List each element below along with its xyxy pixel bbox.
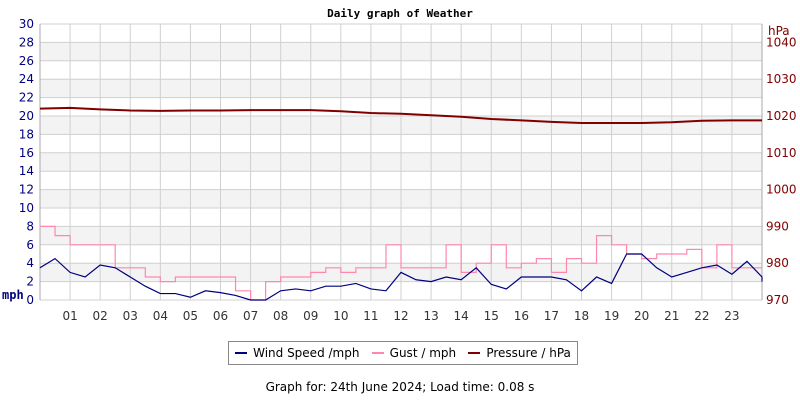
pressure-swatch xyxy=(468,352,481,354)
right-tick-label: 1030 xyxy=(766,72,797,86)
x-tick-label: 16 xyxy=(514,309,529,323)
left-tick-label: 0 xyxy=(26,293,34,307)
left-tick-label: 24 xyxy=(19,72,34,86)
left-tick-label: 6 xyxy=(26,238,34,252)
x-tick-label: 20 xyxy=(634,309,649,323)
x-tick-label: 22 xyxy=(694,309,709,323)
x-tick-label: 07 xyxy=(243,309,258,323)
legend-gust-label: Gust / mph xyxy=(389,346,457,360)
x-tick-label: 04 xyxy=(153,309,168,323)
right-tick-label: 1040 xyxy=(766,35,797,49)
x-tick-label: 13 xyxy=(423,309,438,323)
x-tick-label: 18 xyxy=(574,309,589,323)
right-tick-label: 970 xyxy=(766,293,789,307)
x-tick-label: 08 xyxy=(273,309,288,323)
left-tick-label: 8 xyxy=(26,219,34,233)
wind-swatch xyxy=(235,352,248,354)
legend: Wind Speed /mph Gust / mph Pressure / hP… xyxy=(228,341,578,365)
legend-wind-label: Wind Speed /mph xyxy=(253,346,360,360)
left-tick-label: 2 xyxy=(26,275,34,289)
wind-speed-line xyxy=(39,253,763,301)
legend-gust: Gust / mph xyxy=(371,346,457,360)
right-tick-label: 1020 xyxy=(766,109,797,123)
gust-swatch xyxy=(371,352,384,354)
left-tick-label: 4 xyxy=(26,256,34,270)
x-tick-label: 17 xyxy=(544,309,559,323)
left-tick-label: 12 xyxy=(19,183,34,197)
footer-text: Graph for: 24th June 2024; Load time: 0.… xyxy=(265,380,535,394)
left-tick-label: 30 xyxy=(19,17,34,31)
pressure-line xyxy=(39,106,762,124)
left-tick-label: 20 xyxy=(19,109,34,123)
legend-pressure-label: Pressure / hPa xyxy=(486,346,571,360)
x-tick-label: 10 xyxy=(333,309,348,323)
x-tick-label: 21 xyxy=(664,309,679,323)
left-tick-label: 10 xyxy=(19,201,34,215)
left-axis-label: mph xyxy=(2,288,24,302)
legend-pressure: Pressure / hPa xyxy=(468,346,571,360)
left-tick-label: 28 xyxy=(19,35,34,49)
right-tick-label: 980 xyxy=(766,256,789,270)
legend-wind: Wind Speed /mph xyxy=(235,346,359,360)
x-tick-label: 15 xyxy=(484,309,499,323)
x-tick-label: 01 xyxy=(62,309,77,323)
x-tick-label: 09 xyxy=(303,309,318,323)
x-tick-label: 05 xyxy=(183,309,198,323)
x-tick-label: 06 xyxy=(213,309,228,323)
x-tick-label: 14 xyxy=(454,309,469,323)
right-tick-label: 1000 xyxy=(766,183,797,197)
left-tick-label: 14 xyxy=(19,164,34,178)
right-axis-label: hPa xyxy=(768,24,790,38)
weather-chart: Daily graph of Weather 02468101214161820… xyxy=(2,7,797,323)
left-tick-label: 22 xyxy=(19,91,34,105)
left-tick-label: 16 xyxy=(19,146,34,160)
left-tick-label: 26 xyxy=(19,54,34,68)
x-tick-label: 12 xyxy=(393,309,408,323)
x-tick-label: 23 xyxy=(724,309,739,323)
x-tick-label: 11 xyxy=(363,309,378,323)
x-tick-label: 19 xyxy=(604,309,619,323)
left-tick-label: 18 xyxy=(19,127,34,141)
x-tick-label: 03 xyxy=(123,309,138,323)
right-tick-label: 990 xyxy=(766,219,789,233)
chart-title: Daily graph of Weather xyxy=(327,7,473,20)
x-tick-label: 02 xyxy=(93,309,108,323)
right-tick-label: 1010 xyxy=(766,146,797,160)
